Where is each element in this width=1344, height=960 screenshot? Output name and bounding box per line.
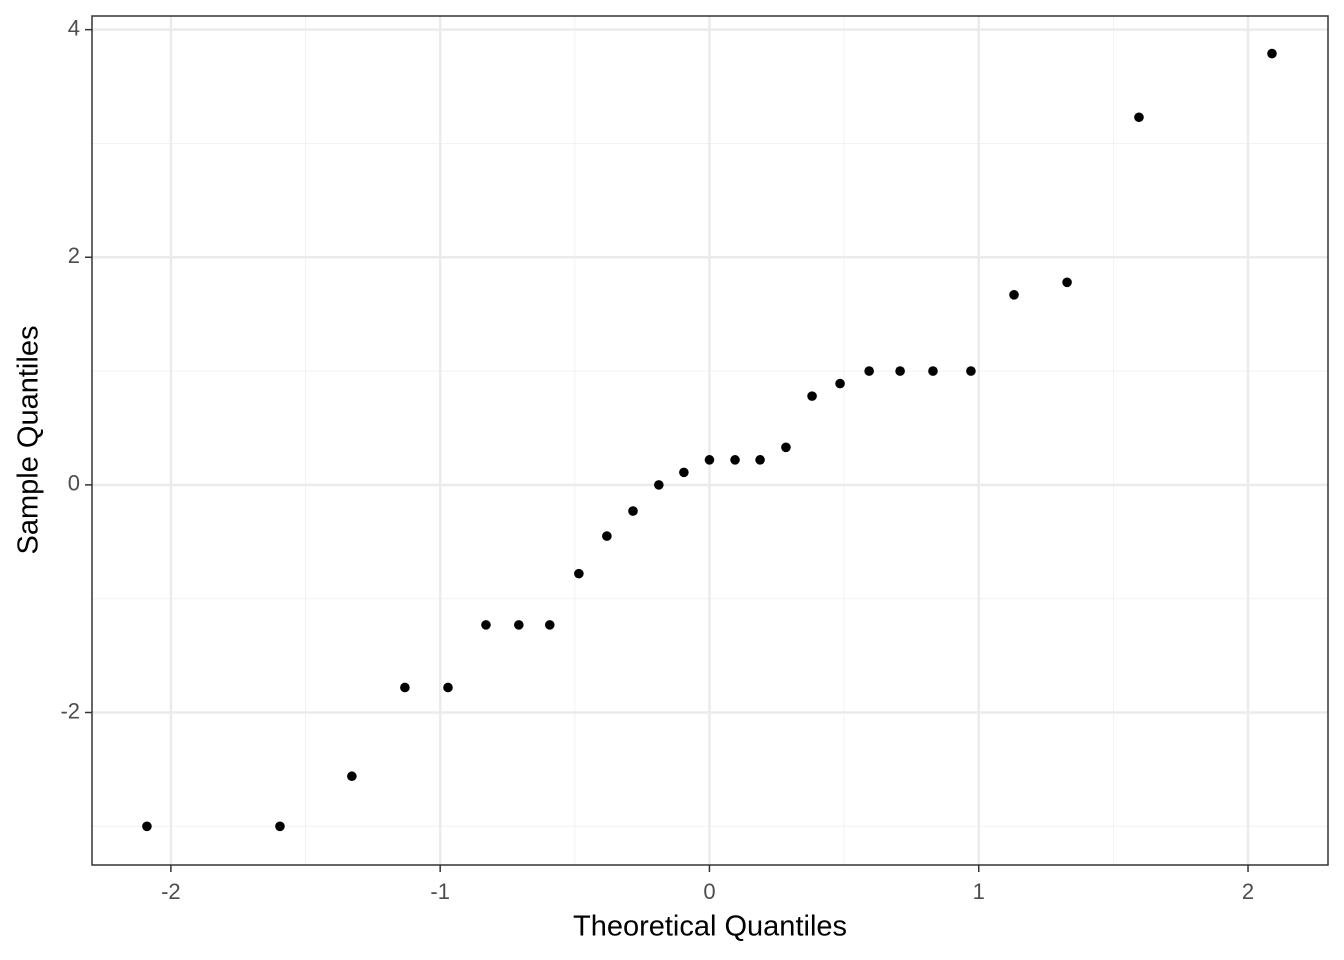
point: [514, 620, 524, 630]
point: [400, 682, 410, 693]
y-tick-label: 2: [68, 243, 80, 268]
y-tick-label: 4: [68, 15, 80, 40]
point: [835, 378, 845, 389]
point: [966, 366, 976, 376]
panel-border: [91, 15, 1329, 866]
point: [544, 620, 555, 630]
x-axis-title: Theoretical Quantiles: [573, 911, 847, 943]
point: [807, 391, 817, 401]
point: [1134, 112, 1144, 123]
x-tick-label: -2: [161, 879, 181, 904]
y-tick-label: 0: [68, 471, 80, 496]
point: [574, 568, 584, 579]
point: [1009, 290, 1019, 300]
point: [679, 467, 689, 478]
point: [628, 506, 638, 516]
point: [704, 455, 715, 465]
point: [347, 771, 357, 782]
point: [1267, 48, 1277, 59]
point: [654, 480, 664, 490]
y-tick-label: -2: [60, 698, 80, 723]
point: [481, 620, 491, 630]
point: [755, 455, 765, 465]
point: [781, 442, 791, 453]
point: [443, 682, 453, 693]
point: [928, 366, 938, 376]
point: [275, 821, 285, 832]
point: [142, 821, 152, 832]
x-tick-label: 2: [1242, 879, 1254, 904]
x-tick-label: 1: [973, 879, 985, 904]
x-tick-label: 0: [703, 879, 715, 904]
point: [864, 366, 874, 376]
point: [602, 531, 612, 541]
y-axis-title: Sample Quantiles: [13, 326, 45, 555]
point: [895, 366, 905, 376]
point: [730, 455, 740, 465]
x-tick-label: -1: [430, 879, 450, 904]
point: [1062, 277, 1072, 288]
